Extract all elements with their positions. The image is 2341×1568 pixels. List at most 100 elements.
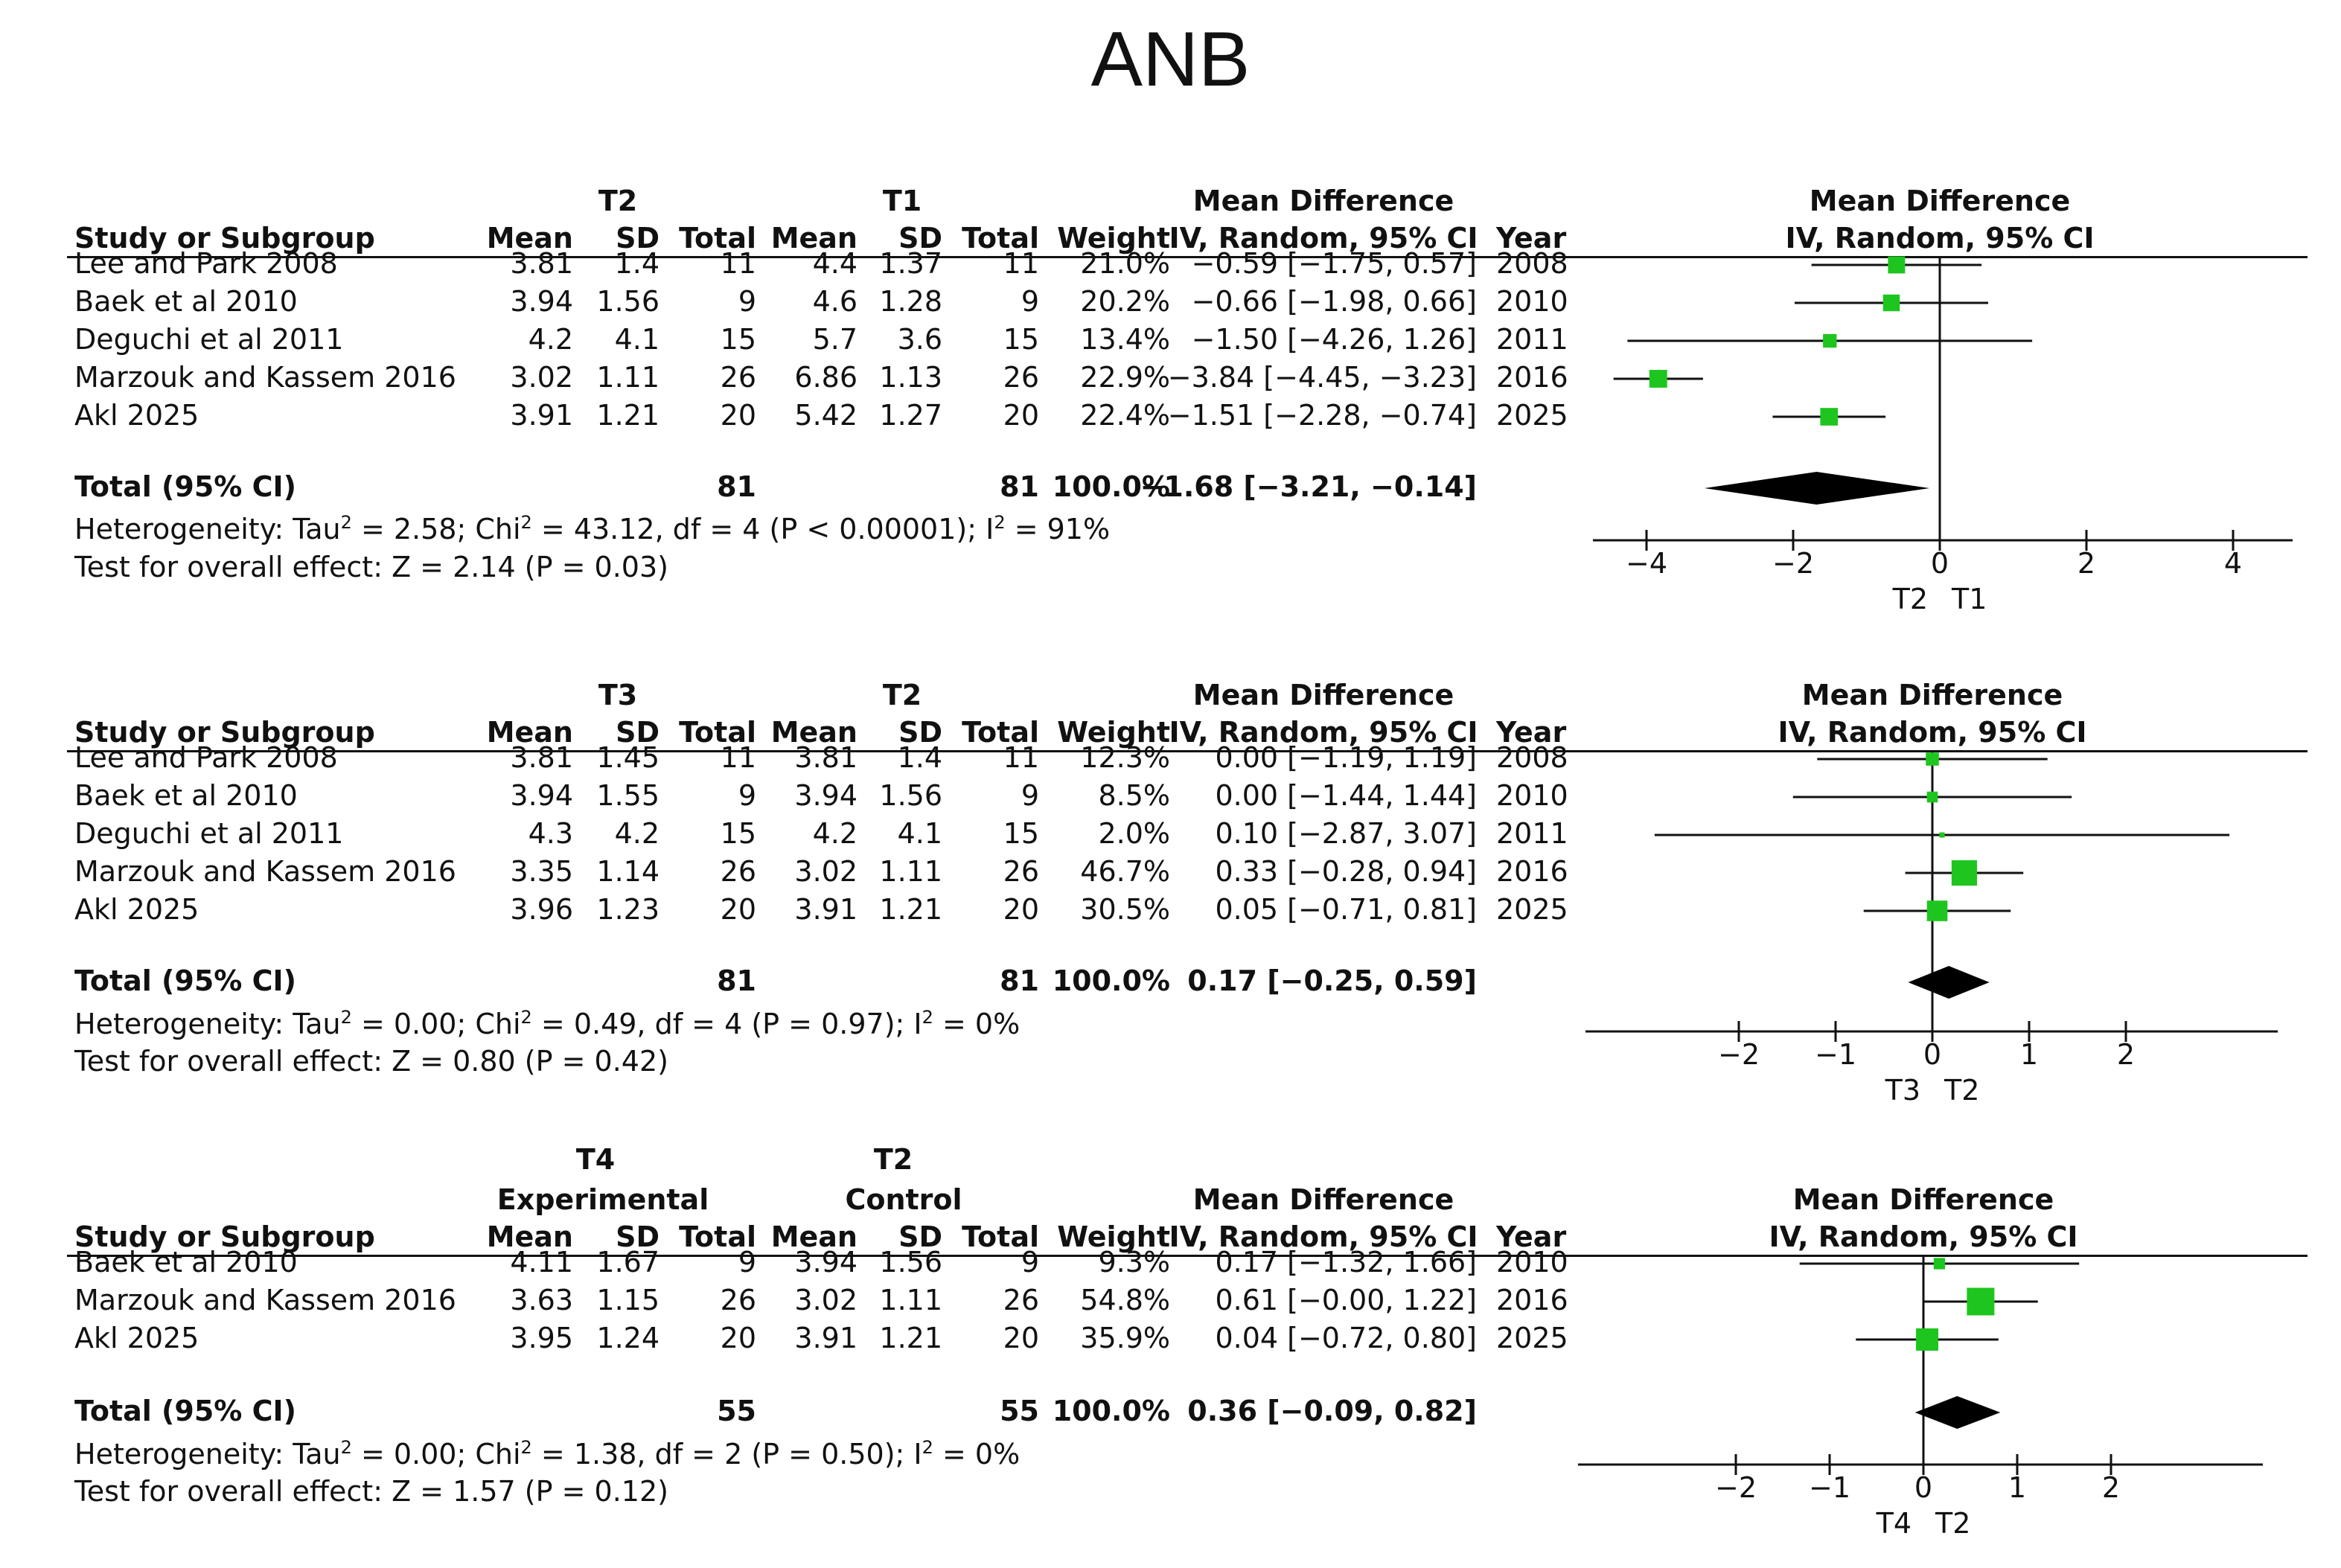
pooled-estimate-diamond: [1704, 472, 1930, 505]
cell-mean-1: 3.95: [510, 1322, 573, 1354]
plot-header-mean-difference: Mean Difference: [1809, 185, 2071, 217]
study-estimate-box: [1888, 256, 1906, 274]
cell-mean-2: 3.91: [794, 1322, 857, 1354]
cell-sd-1: 1.56: [596, 285, 659, 318]
total-weight: 100.0%: [1052, 1395, 1170, 1427]
cell-mean-1: 3.94: [510, 779, 573, 812]
col-sd-2: SD: [898, 222, 942, 255]
x-tick-label: −2: [1718, 1038, 1760, 1071]
col-mean-1: Mean: [486, 1220, 573, 1253]
cell-total-1: 9: [738, 285, 756, 318]
cell-weight: 20.2%: [1080, 285, 1170, 318]
col-sd-1: SD: [616, 222, 659, 255]
heterogeneity-text: Heterogeneity: Tau2 = 0.00; Chi2 = 1.38,…: [74, 1437, 1021, 1471]
cell-weight: 46.7%: [1080, 855, 1170, 888]
x-tick-label: 4: [2224, 547, 2242, 580]
study-name: Marzouk and Kassem 2016: [74, 361, 456, 394]
col-sd-1: SD: [616, 1220, 659, 1253]
cell-sd-2: 1.56: [879, 1246, 942, 1279]
cell-weight: 13.4%: [1080, 323, 1170, 356]
cell-sd-2: 1.13: [879, 361, 942, 394]
total-label: Total (95% CI): [74, 1395, 296, 1427]
study-name: Lee and Park 2008: [74, 247, 338, 280]
col-sd-2: SD: [898, 1220, 942, 1253]
cell-weight: 35.9%: [1080, 1322, 1170, 1354]
group-sublabel-control: Control: [845, 1183, 962, 1216]
cell-total-2: 26: [1003, 1284, 1039, 1316]
cell-total-2: 9: [1021, 1246, 1039, 1279]
x-tick-label: −2: [1772, 547, 1814, 580]
cell-mean-1: 3.63: [510, 1284, 573, 1316]
group-sublabel-experimental: Experimental: [496, 1183, 709, 1216]
x-tick-label: 0: [1923, 1038, 1941, 1071]
cell-sd-1: 4.2: [614, 817, 659, 850]
study-name: Marzouk and Kassem 2016: [74, 1284, 456, 1316]
col-mean-2: Mean: [770, 222, 857, 255]
col-year: Year: [1496, 1220, 1567, 1253]
cell-total-2: 9: [1021, 779, 1039, 812]
x-tick-label: 0: [1931, 547, 1949, 580]
cell-sd-2: 4.1: [897, 817, 942, 850]
total-n-1: 81: [717, 470, 756, 503]
study-name: Marzouk and Kassem 2016: [74, 855, 456, 888]
cell-total-1: 11: [720, 247, 756, 280]
col-mean-1: Mean: [486, 222, 573, 255]
cell-weight: 30.5%: [1080, 893, 1170, 926]
cell-mean-2: 4.4: [812, 247, 857, 280]
study-estimate-box: [1926, 791, 1938, 803]
cell-sd-1: 1.14: [596, 855, 659, 888]
cell-ci: 0.17 [−1.32, 1.66]: [1215, 1246, 1477, 1279]
study-estimate-box: [1933, 1258, 1946, 1270]
study-name: Baek et al 2010: [74, 285, 298, 318]
cell-weight: 22.9%: [1080, 361, 1170, 394]
col-study: Study or Subgroup: [74, 716, 375, 749]
header-mean-difference: Mean Difference: [1192, 185, 1454, 217]
cell-sd-1: 1.11: [596, 361, 659, 394]
cell-year: 2008: [1496, 247, 1568, 280]
cell-ci: −0.66 [−1.98, 0.66]: [1191, 285, 1477, 318]
cell-sd-1: 1.15: [596, 1284, 659, 1316]
cell-mean-1: 3.96: [510, 893, 573, 926]
total-weight: 100.0%: [1052, 964, 1170, 997]
study-estimate-box: [1926, 752, 1939, 766]
cell-ci: 0.00 [−1.19, 1.19]: [1215, 741, 1477, 774]
cell-year: 2010: [1496, 1246, 1568, 1279]
total-n-2: 81: [1000, 964, 1039, 997]
cell-weight: 2.0%: [1098, 817, 1170, 850]
cell-mean-1: 3.91: [510, 399, 573, 432]
cell-mean-1: 3.02: [510, 361, 573, 394]
col-study: Study or Subgroup: [74, 222, 375, 255]
cell-mean-1: 4.3: [528, 817, 573, 850]
col-total-1: Total: [679, 222, 756, 255]
favours-left-label: T3: [1885, 1074, 1920, 1107]
cell-mean-2: 5.42: [794, 399, 857, 432]
study-name: Deguchi et al 2011: [74, 323, 344, 356]
study-name: Lee and Park 2008: [74, 741, 338, 774]
study-estimate-box: [1967, 1287, 1995, 1316]
col-ci: IV, Random, 95% CI: [1169, 1220, 1478, 1253]
cell-total-1: 9: [738, 779, 756, 812]
cell-ci: −1.51 [−2.28, −0.74]: [1167, 399, 1477, 432]
cell-ci: −3.84 [−4.45, −3.23]: [1167, 361, 1477, 394]
cell-total-1: 15: [720, 323, 756, 356]
cell-sd-1: 4.1: [614, 323, 659, 356]
study-name: Baek et al 2010: [74, 1246, 298, 1279]
cell-mean-2: 3.94: [794, 1246, 857, 1279]
col-year: Year: [1496, 716, 1567, 749]
cell-total-1: 26: [720, 855, 756, 888]
study-estimate-box: [1823, 333, 1837, 348]
cell-total-2: 9: [1021, 285, 1039, 318]
overall-effect-text: Test for overall effect: Z = 2.14 (P = 0…: [74, 551, 668, 583]
cell-weight: 9.3%: [1098, 1246, 1170, 1279]
cell-mean-2: 4.2: [812, 817, 857, 850]
cell-year: 2008: [1496, 741, 1568, 774]
heterogeneity-text: Heterogeneity: Tau2 = 0.00; Chi2 = 0.49,…: [74, 1007, 1021, 1040]
total-n-2: 81: [1000, 470, 1039, 503]
cell-total-2: 20: [1003, 399, 1039, 432]
col-mean-2: Mean: [770, 716, 857, 749]
cell-mean-1: 4.2: [528, 323, 573, 356]
cell-total-2: 11: [1003, 247, 1039, 280]
